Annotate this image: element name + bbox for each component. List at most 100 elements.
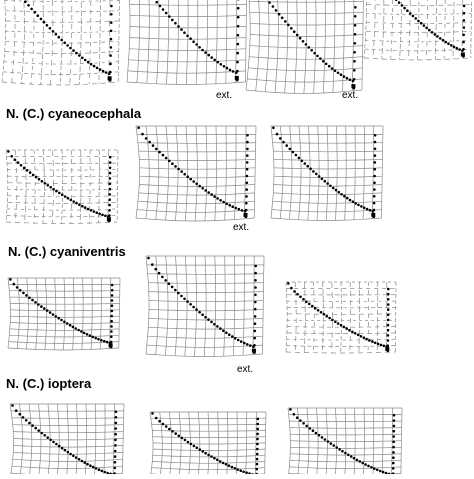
landmark-dot	[296, 416, 299, 419]
landmark-dot	[31, 424, 34, 427]
landmark-dot	[387, 308, 390, 311]
landmark-dot	[330, 442, 333, 445]
landmark-dot	[324, 180, 327, 183]
grid-line	[5, 11, 119, 12]
landmark-dot	[246, 154, 249, 157]
grid-line	[373, 408, 374, 474]
landmark-dot	[439, 37, 442, 40]
grid-line	[76, 404, 78, 474]
grid-line	[62, 150, 63, 224]
landmark-dot	[234, 467, 237, 470]
landmark-dot	[78, 458, 81, 461]
landmark-dot	[309, 427, 312, 430]
landmark-dot	[236, 70, 239, 73]
landmark-dot	[228, 204, 231, 207]
landmark-dot	[231, 205, 234, 208]
landmark-dot	[412, 15, 415, 18]
landmark-dot	[305, 43, 308, 46]
grid-line	[426, 0, 427, 60]
landmark-dot	[114, 439, 117, 442]
landmark-dot	[285, 144, 288, 147]
landmark-dot	[357, 334, 360, 337]
landmark-dot	[237, 34, 240, 37]
grid-line	[80, 0, 82, 85]
grid-line	[109, 0, 111, 83]
grid-line	[38, 404, 41, 474]
landmark-dot	[228, 333, 231, 336]
landmark-dot	[198, 311, 201, 314]
landmark-dot	[254, 286, 257, 289]
landmark-dot	[180, 295, 183, 298]
landmark-dot	[314, 307, 317, 310]
landmark-dot	[98, 213, 101, 216]
landmark-dot	[55, 443, 58, 446]
landmark-dot	[374, 161, 377, 164]
landmark-dot	[219, 327, 222, 330]
grid-line	[377, 282, 378, 353]
landmark-dot	[115, 422, 118, 425]
landmark-dot	[256, 433, 259, 436]
deformation-grid-panel	[246, 0, 364, 94]
landmark-dot	[114, 427, 117, 430]
landmark-dot	[299, 37, 302, 40]
landmark-dot	[64, 195, 67, 198]
deformation-grid-panel	[2, 0, 120, 85]
landmark-dot	[463, 5, 466, 8]
landmark-dot	[105, 71, 108, 74]
landmark-dot	[92, 466, 95, 469]
grid-line	[362, 0, 364, 90]
landmark-dot	[109, 63, 112, 66]
grid-line	[165, 256, 168, 355]
grid-line	[110, 278, 111, 349]
landmark-dot	[387, 288, 390, 291]
landmark-dot	[296, 34, 299, 37]
landmark-dot	[395, 0, 398, 1]
landmark-dot	[52, 313, 55, 316]
landmark-dot	[340, 193, 343, 196]
landmark-dot	[43, 434, 46, 437]
grid-line	[99, 0, 101, 84]
landmark-dot	[174, 432, 177, 435]
landmark-dot	[162, 423, 165, 426]
landmark-dot	[295, 154, 298, 157]
landmark-dot	[69, 47, 72, 50]
landmark-dot	[11, 404, 14, 407]
landmark-dot	[231, 466, 234, 469]
landmark-dot	[84, 206, 87, 209]
landmark-dot	[43, 307, 46, 310]
landmark-dot	[155, 417, 158, 420]
landmark-dot	[171, 162, 174, 165]
landmark-dot	[406, 9, 409, 12]
landmark-dot	[398, 1, 401, 4]
landmark-dot	[204, 452, 207, 455]
landmark-dot	[361, 462, 364, 465]
landmark-dot	[72, 49, 75, 52]
landmark-dot	[102, 70, 105, 73]
landmark-dot	[340, 73, 343, 76]
landmark-dot	[49, 311, 52, 314]
landmark-dot	[331, 67, 334, 70]
landmark-dot	[66, 44, 69, 47]
landmark-dot	[26, 169, 29, 172]
landmark-dot	[18, 413, 21, 416]
landmark-dot	[109, 167, 112, 170]
landmark-dot	[338, 448, 341, 451]
grid-line	[368, 282, 369, 353]
grid-line	[185, 256, 187, 356]
landmark-dot	[219, 460, 222, 463]
landmark-dot	[137, 127, 140, 130]
landmark-dot	[373, 182, 376, 185]
landmark-dot	[83, 332, 86, 335]
landmark-dot	[417, 20, 420, 23]
landmark-dot	[373, 195, 376, 198]
landmark-dot	[335, 189, 338, 192]
landmark-dot	[109, 183, 112, 186]
landmark-dot	[324, 438, 327, 441]
landmark-dot	[315, 173, 318, 176]
landmark-dot	[318, 434, 321, 437]
landmark-dot	[319, 57, 322, 60]
grid-line	[186, 0, 188, 85]
landmark-dot	[57, 317, 60, 320]
landmark-dot	[387, 319, 390, 322]
landmark-dot	[183, 31, 186, 34]
